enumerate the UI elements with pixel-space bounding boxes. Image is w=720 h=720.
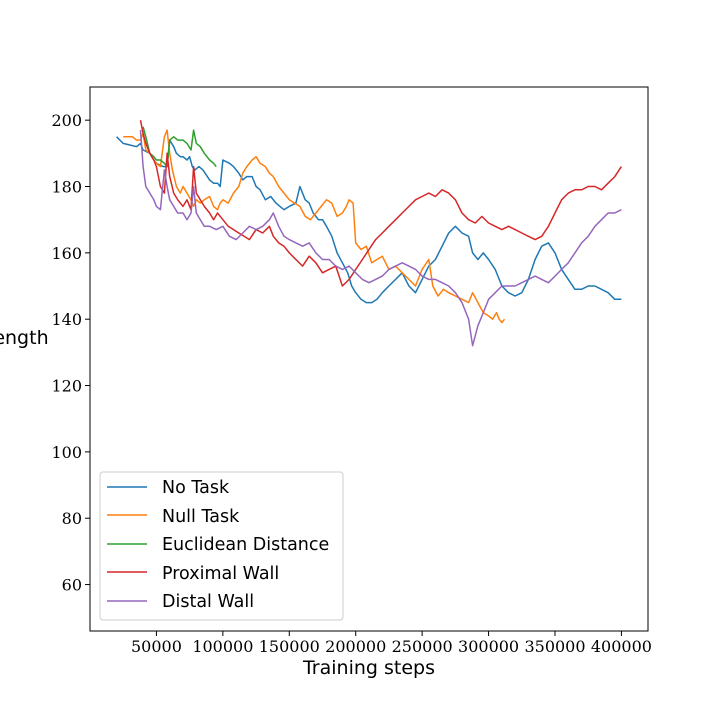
legend-entry-euclidean-distance: Euclidean Distance	[107, 535, 329, 555]
y-tick-label: 60	[62, 576, 82, 595]
x-tick-label: 150000	[259, 637, 320, 656]
x-tick-label: 350000	[524, 637, 585, 656]
legend-label-euclidean-distance: Euclidean Distance	[162, 535, 329, 555]
series-line-null-task	[123, 129, 506, 324]
y-tick-label: 80	[62, 509, 82, 528]
y-tick-label: 160	[51, 244, 82, 263]
legend: No Task Null Task Euclidean Distance Pro…	[99, 471, 344, 621]
series-line-no-task	[116, 136, 622, 304]
y-tick-label: 120	[51, 377, 82, 396]
x-tick-label: 400000	[591, 637, 652, 656]
x-tick-label: 300000	[458, 637, 519, 656]
legend-label-proximal-wall: Proximal Wall	[162, 564, 279, 584]
series-line-euclidean-distance	[142, 126, 217, 168]
legend-entry-proximal-wall: Proximal Wall	[107, 564, 279, 584]
plot-frame	[89, 86, 649, 632]
x-tick-label: 200000	[325, 637, 386, 656]
legend-label-distal-wall: Distal Wall	[162, 592, 254, 612]
x-axis-label: Training steps	[302, 657, 435, 679]
legend-label-no-task: No Task	[162, 478, 230, 498]
x-tick-label: 250000	[392, 637, 453, 656]
legend-box	[99, 471, 344, 621]
x-axis: 50000 100000 150000 200000 250000 300000 35000…	[131, 631, 652, 656]
y-tick-label: 200	[51, 111, 82, 130]
legend-entry-no-task: No Task	[107, 478, 230, 498]
y-axis: 60 80 100 120 140 160 180 200	[51, 111, 90, 595]
y-tick-label: 100	[51, 443, 82, 462]
y-tick-label: 140	[51, 310, 82, 329]
y-axis-label: Episode length	[0, 327, 49, 349]
x-tick-label: 100000	[192, 637, 253, 656]
x-tick-label: 50000	[131, 637, 182, 656]
legend-entry-distal-wall: Distal Wall	[107, 592, 254, 612]
legend-entry-null-task: Null Task	[107, 507, 240, 527]
series-layer	[116, 120, 623, 347]
y-tick-label: 180	[51, 178, 82, 197]
legend-label-null-task: Null Task	[162, 507, 240, 527]
series-line-distal-wall	[139, 130, 622, 347]
